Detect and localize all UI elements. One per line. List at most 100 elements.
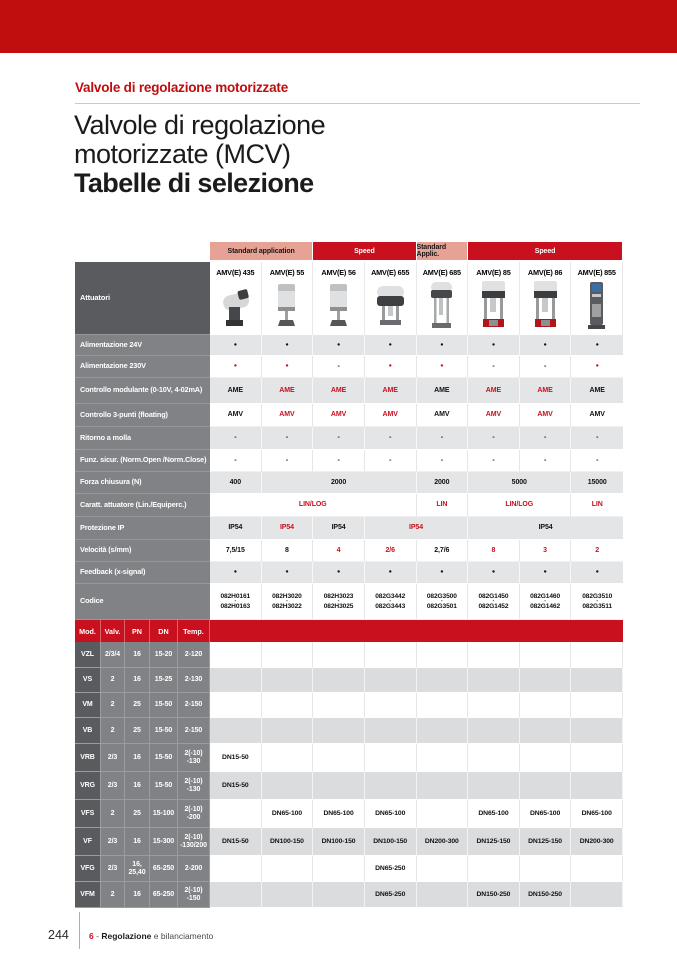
valve-dn-range-cell <box>416 668 469 693</box>
valve-dn-range-cell: DN65-250 <box>364 856 417 882</box>
valve-dn-range-cell <box>261 744 314 772</box>
valve-dn-range-cell <box>468 668 520 693</box>
data-cell: ● <box>571 356 623 378</box>
data-cell: LIN <box>416 494 469 517</box>
spec-row: Alimentazione 24V ● ● ● ● ● ● ● ● <box>75 335 623 356</box>
valve-dn-range-cell: DN200-300 <box>416 828 469 856</box>
valve-row: VB 2 25 15-50 2-150 <box>75 718 623 744</box>
valve-dn-range-cell <box>468 693 520 718</box>
data-cell: IP54 <box>261 517 314 540</box>
valve-dn-range-cell: DN15-50 <box>210 744 262 772</box>
valve-dn-range-cell <box>210 668 262 693</box>
valve-model-cell: VM <box>75 693 101 718</box>
data-cell: ● <box>210 335 262 356</box>
valve-dn-range-cell <box>261 856 314 882</box>
data-cell: 400 <box>210 472 262 494</box>
valve-valv-cell: 2 <box>101 668 125 693</box>
valve-row: VM 2 25 15-50 2-150 <box>75 693 623 718</box>
chapter-number: 6 <box>89 931 94 941</box>
valve-valv-cell: 2/3 <box>101 772 125 800</box>
model-name: AMV(E) 85 <box>476 267 511 277</box>
valve-dn-cell: 15-100 <box>150 800 178 828</box>
valve-dn-range-cell <box>313 718 365 744</box>
selection-table: Standard application Speed Standard Applic… <box>75 242 623 908</box>
valve-pn-cell: 16 <box>125 828 150 856</box>
valve-valv-cell: 2/3/4 <box>101 642 125 668</box>
data-cell: ● <box>210 562 262 584</box>
row-label: Controllo modulante (0-10V, 4-02mA) <box>75 378 210 404</box>
valve-temp-cell: 2(-10) -150 <box>178 882 210 908</box>
valve-dn-range-cell <box>416 744 469 772</box>
data-cell: LIN/LOG <box>468 494 572 517</box>
valve-dn-range-cell: DN150-250 <box>519 882 572 908</box>
valve-dn-range-cell <box>468 744 520 772</box>
actuator-435-icon <box>215 277 256 334</box>
data-cell: AMV <box>210 404 262 427</box>
valve-dn-range-cell <box>364 642 417 668</box>
group-band-label: Standard application <box>227 247 295 255</box>
actuator-85-icon <box>473 277 514 334</box>
data-cell: ● <box>364 562 417 584</box>
data-cell: - <box>261 450 314 472</box>
model-name: AMV(E) 56 <box>321 267 356 277</box>
page-number: 244 <box>48 928 69 942</box>
valve-dn-range-cell <box>210 800 262 828</box>
valve-model-cell: VFS <box>75 800 101 828</box>
valve-row: VF 2/3 16 15-300 2(-10) -130/200 DN15-50 DN100… <box>75 828 623 856</box>
valve-model-cell: VB <box>75 718 101 744</box>
actuator-55-icon <box>266 277 307 334</box>
data-cell: - <box>313 356 365 378</box>
valve-dn-range-cell <box>416 882 469 908</box>
valve-dn-range-cell <box>468 772 520 800</box>
data-cell: - <box>210 450 262 472</box>
model-name: AMV(E) 855 <box>577 267 616 277</box>
divider-line <box>75 103 640 104</box>
valve-dn-range-cell <box>416 800 469 828</box>
data-cell: ● <box>364 335 417 356</box>
valve-valv-cell: 2/3 <box>101 828 125 856</box>
page-title-line3: Tabelle di selezione <box>74 168 314 198</box>
data-cell: ● <box>571 562 623 584</box>
valve-dn-range-cell: DN200-300 <box>571 828 623 856</box>
data-cell: 2000 <box>416 472 469 494</box>
data-cell: - <box>571 427 623 450</box>
data-cell: ● <box>416 335 469 356</box>
footer-chapter: 6 - Regolazione e bilanciamento <box>89 931 213 941</box>
data-cell: AMV <box>468 404 520 427</box>
valve-dn-range-cell <box>364 668 417 693</box>
actuator-56-icon <box>318 277 359 334</box>
valve-pn-cell: 16 <box>125 668 150 693</box>
valve-valv-cell: 2 <box>101 800 125 828</box>
valve-header-row: Mod. Valv. PN DN Temp. <box>75 620 623 642</box>
data-cell: IP54 <box>364 517 469 540</box>
valve-pn-cell: 16 <box>125 772 150 800</box>
row-label: Velocità (s/mm) <box>75 540 210 562</box>
data-cell: AMV <box>261 404 314 427</box>
valve-dn-range-cell <box>571 772 623 800</box>
valve-header-cell: Temp. <box>178 620 210 642</box>
data-cell: AME <box>468 378 520 404</box>
model-column-header: AMV(E) 85 <box>468 262 520 335</box>
valve-dn-range-cell <box>416 642 469 668</box>
data-cell: AME <box>313 378 365 404</box>
valve-dn-range-cell <box>416 856 469 882</box>
spec-row: Funz. sicur. (Norm.Open /Norm.Close) - - - -… <box>75 450 623 472</box>
valve-dn-cell: 15-50 <box>150 772 178 800</box>
valve-model-cell: VRG <box>75 772 101 800</box>
valve-dn-range-cell <box>313 772 365 800</box>
row-label: Ritorno a molla <box>75 427 210 450</box>
valve-header-cell: PN <box>125 620 150 642</box>
valve-dn-range-cell: DN65-250 <box>364 882 417 908</box>
valve-dn-range-cell <box>261 693 314 718</box>
data-cell: LIN/LOG <box>210 494 417 517</box>
valve-temp-cell: 2(-10) -130 <box>178 744 210 772</box>
valve-pn-cell: 16 <box>125 882 150 908</box>
data-cell: AMV <box>571 404 623 427</box>
valve-temp-cell: 2-150 <box>178 693 210 718</box>
valve-dn-range-cell <box>571 744 623 772</box>
actuator-685-icon <box>421 277 462 334</box>
actuator-header-row: Attuatori AMV(E) 435 AMV(E) 55 AMV(E) 56 AMV… <box>75 262 623 335</box>
data-cell: ● <box>261 335 314 356</box>
group-band-label: Standard Applic. <box>416 244 447 258</box>
group-band: Standard application <box>210 242 313 260</box>
